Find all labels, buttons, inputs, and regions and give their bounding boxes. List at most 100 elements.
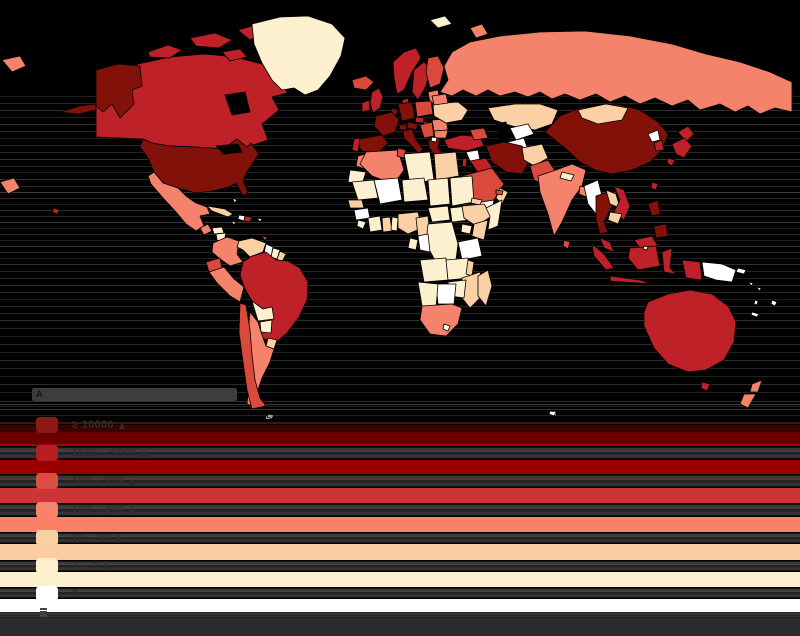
country-mexico [147,171,211,232]
country-germany [397,101,416,122]
island-new-caledonia [750,311,760,318]
small-artifact-glyph [40,608,47,617]
indonesia-west-papua [681,259,703,281]
country-north-macedonia [430,136,438,143]
country-bulgaria [433,129,449,139]
country-belarus [431,93,449,106]
country-nigeria [397,211,423,235]
country-poland [414,100,434,118]
legend-label: 0 [72,588,79,601]
state-alaska [95,63,143,119]
great-lakes [215,143,243,155]
country-taiwan [650,181,659,191]
country-central-african-republic [427,205,451,223]
country-nepal [559,171,575,182]
country-south-korea [653,139,665,152]
row-separator-band [0,612,800,618]
country-ghana [381,216,393,233]
island-kerguelen [548,410,557,417]
legend-swatch [36,445,58,462]
legend-row-4: 100 – 499 [36,501,147,518]
country-uzbekistan [509,123,535,141]
country-jamaica [230,220,237,226]
dark-header-bar: A [32,388,237,401]
country-egypt [433,151,460,181]
country-namibia [417,281,439,309]
country-czechia [414,116,425,124]
country-senegal [347,199,365,209]
island-novaya-zemlya [469,23,489,39]
country-uae [495,189,504,196]
legend-footnote-glyph [115,534,122,542]
legend-label: 100 – 499 [72,503,124,516]
legend-label: 500 – 999 [72,475,124,488]
indonesia-kalimantan [627,245,661,271]
hudson-bay [224,91,251,116]
island-puerto-rico [256,217,263,223]
legend-footnote-glyph [128,477,135,485]
country-gabon [407,237,419,251]
country-papua-new-guinea [701,261,737,283]
canada-arctic-island1 [147,44,183,59]
indonesia-sumatra [591,243,615,271]
country-dr-congo [425,221,459,263]
new-zealand-north [749,379,763,393]
country-ukraine [432,101,469,124]
countries-sierra-leone-liberia [356,219,367,230]
country-mauritania [351,179,379,201]
country-madagascar [477,269,493,307]
country-peru [208,266,245,303]
country-sri-lanka [562,239,571,250]
country-brazil [239,251,309,345]
country-austria [406,121,419,131]
japan-kyushu [666,157,676,167]
country-italy [402,128,424,155]
legend-swatch [36,586,58,603]
country-south-africa [419,303,463,337]
country-france [373,111,400,137]
canada-arctic-island4 [221,48,248,62]
legend-swatch [36,529,58,546]
country-mali [373,177,403,205]
country-united-kingdom [369,87,384,114]
country-norway [392,47,422,95]
islands-falkland [266,413,275,420]
islands-hawaii [51,207,61,215]
country-vietnam [613,185,631,221]
country-angola [419,257,449,283]
country-tunisia [396,147,407,159]
country-mongolia [577,103,629,125]
country-australia [643,289,737,373]
country-trinidad [261,235,268,242]
legend-row-7: 0 [36,586,147,603]
legend-row-3: 500 – 999 [36,473,147,490]
legend-label: ≥ 10000 [72,419,114,431]
country-finland [425,55,445,89]
country-cuba [206,205,234,218]
russia-wrap-fragment [1,55,27,73]
country-greenland [251,15,346,96]
country-somalia [485,199,503,231]
island-svalbard [429,15,453,29]
legend-label: 1 – 9 [72,559,98,572]
header-bar-glyph: A [36,389,43,399]
country-congo [417,233,431,253]
country-guatemala [199,223,213,236]
malaysia-borneo [633,235,659,249]
country-bolivia [251,300,275,322]
country-tanzania [457,237,483,261]
country-ireland [361,99,371,113]
legend-swatch [36,473,58,490]
legend-footnote-glyph [118,421,125,429]
legend-swatch [36,501,58,518]
country-chile [238,302,267,410]
islands-fiji [770,299,778,307]
countries-togo-benin [390,216,399,232]
legend-footnote-glyph [128,506,135,514]
legend-swatch [36,417,58,433]
canada-arctic-island2 [189,32,233,49]
country-lesotho [442,323,451,332]
japan-honshu [671,137,693,159]
legend-row-6: 1 – 9 [36,557,147,574]
